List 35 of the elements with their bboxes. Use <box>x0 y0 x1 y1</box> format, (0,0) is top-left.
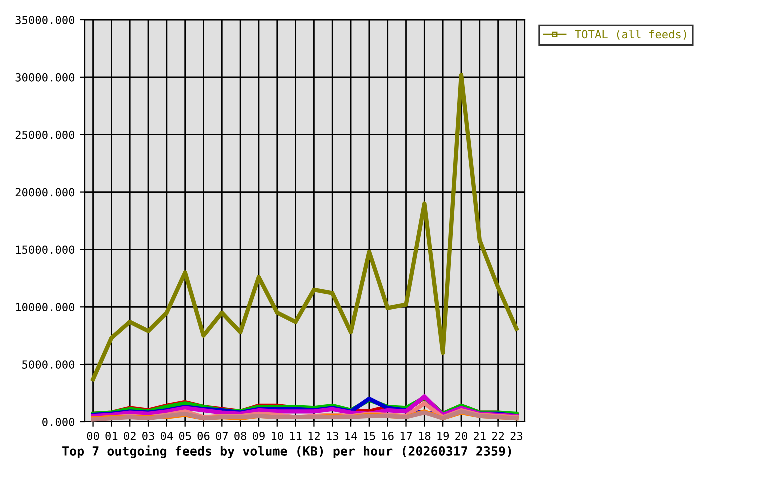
y-tick-label: 35000.000 <box>16 16 75 24</box>
y-tick-label: 30000.000 <box>16 73 75 82</box>
x-tick-label: 12 <box>308 432 320 440</box>
legend-label: TOTAL (all feeds) <box>575 30 686 40</box>
y-tick-label: 5000.000 <box>22 360 75 369</box>
y-tick-label: 20000.000 <box>16 188 75 197</box>
text: Top 7 outgoing feeds by volume (KB) per hour (20260317 2359) <box>62 446 512 458</box>
x-tick-label: 20 <box>456 432 468 440</box>
x-tick-label: 14 <box>346 432 358 440</box>
y-tick-label: 0.000 <box>42 418 75 426</box>
x-tick-label: 19 <box>438 432 450 440</box>
x-tick-label: 07 <box>216 432 228 440</box>
x-tick-label: 09 <box>253 432 265 440</box>
x-tick-label: 21 <box>474 432 486 440</box>
x-tick-label: 10 <box>272 432 284 440</box>
x-tick-label: 16 <box>382 432 394 440</box>
x-tick-label: 05 <box>179 432 192 440</box>
y-tick-label: 25000.000 <box>16 130 75 140</box>
x-tick-label: 03 <box>142 432 154 440</box>
x-tick-label: 23 <box>510 432 523 440</box>
y-tick-label: 15000.000 <box>16 246 75 254</box>
x-tick-label: 01 <box>106 432 118 440</box>
x-tick-label: 08 <box>234 432 247 440</box>
x-tick-label: 18 <box>419 432 431 440</box>
line-series <box>91 73 519 382</box>
x-tick-label: 17 <box>400 432 412 440</box>
x-tick-label: 04 <box>160 432 174 440</box>
x-tick-label: 02 <box>124 432 136 440</box>
x-tick-label: 15 <box>364 432 376 440</box>
x-tick-label: 06 <box>198 432 210 440</box>
x-tick-label: 11 <box>290 432 302 440</box>
x-tick-label: 13 <box>327 432 338 440</box>
x-tick-label: 00 <box>87 432 100 440</box>
x-tick-label: 22 <box>492 432 504 440</box>
y-tick-label: 10000.000 <box>16 303 75 312</box>
